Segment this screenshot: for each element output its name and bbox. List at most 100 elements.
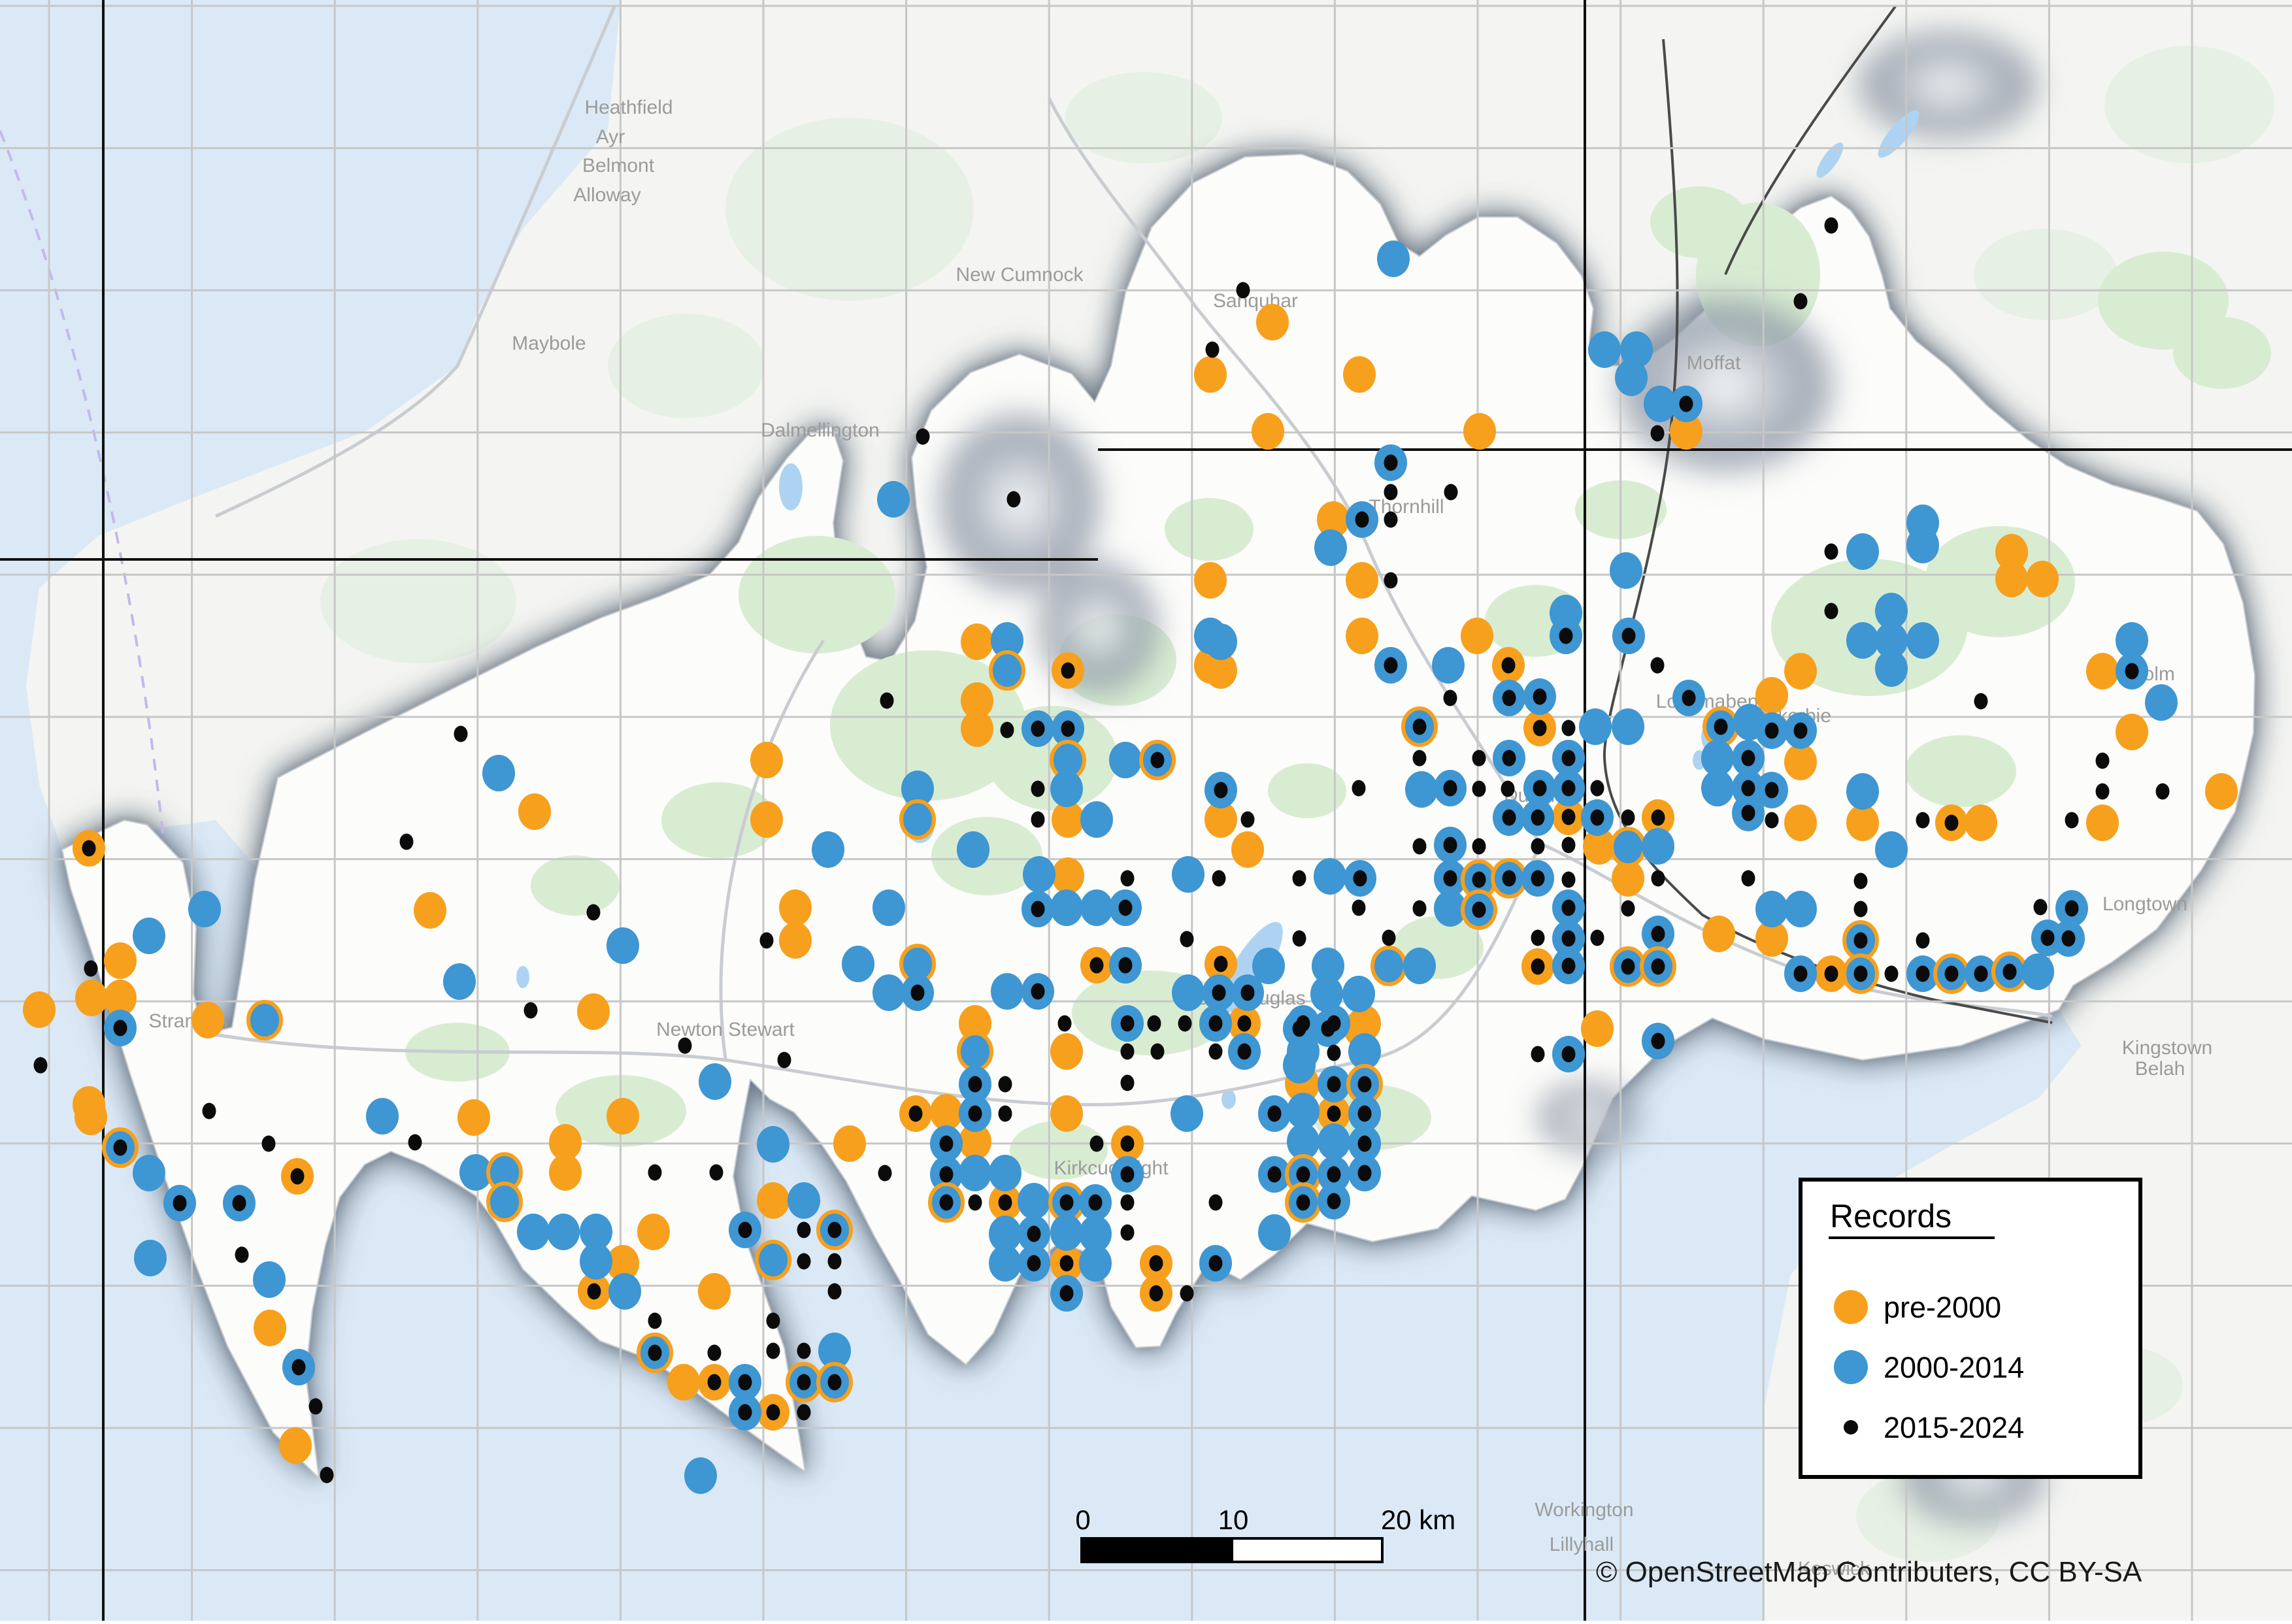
record-dot-2015-2024 [1531, 870, 1545, 887]
place-label-thornhill: Thornhill [1369, 496, 1444, 518]
record-dot-2015-2024 [1443, 870, 1457, 887]
record-dot-2015-2024 [1120, 870, 1135, 887]
record-dot-2015-2024 [1027, 1225, 1041, 1242]
record-dot-2015-2024 [998, 1194, 1012, 1211]
record-dot-2015-2024 [2033, 899, 2048, 916]
record-dot-2015-2024 [290, 1168, 305, 1185]
record-dot-2015-2024 [1000, 721, 1014, 738]
record-dot-2015-2024 [1443, 689, 1457, 706]
record-dot-2000-2014 [788, 1182, 820, 1219]
record-dot-2015-2024 [1208, 1043, 1223, 1060]
record-dot-2015-2024 [1412, 750, 1427, 767]
record-dot-2015-2024 [1621, 900, 1635, 917]
record-dot-2015-2024 [1384, 484, 1398, 501]
record-dot-2000-2014 [1258, 1214, 1291, 1251]
record-dot-2000-2014 [606, 927, 639, 964]
record-dot-pre2000 [961, 682, 993, 719]
record-dot-2015-2024 [1357, 1076, 1372, 1093]
record-dot-2015-2024 [777, 1052, 791, 1069]
record-dot-2015-2024 [1296, 1166, 1310, 1183]
record-dot-2000-2014 [1314, 858, 1346, 895]
record-dot-2015-2024 [1088, 1194, 1103, 1211]
place-label-lillyhall: Lillyhall [1550, 1534, 1614, 1555]
record-dot-pre2000 [833, 1125, 866, 1162]
record-dot-2015-2024 [1974, 693, 1988, 710]
record-dot-2015-2024 [1974, 965, 1988, 982]
record-dot-2015-2024 [1031, 720, 1045, 737]
record-dot-2015-2024 [1118, 957, 1133, 974]
record-dot-2015-2024 [1651, 809, 1665, 826]
record-dot-2015-2024 [1561, 957, 1576, 974]
record-dot-pre2000 [1784, 804, 1817, 841]
record-dot-2000-2014 [1784, 891, 1817, 927]
record-dot-2015-2024 [1561, 808, 1576, 825]
place-label-belah: Belah [2135, 1058, 2185, 1080]
scale-bar-black-segment [1080, 1537, 1233, 1563]
record-dot-2015-2024 [202, 1102, 216, 1119]
record-dot-2000-2014 [812, 831, 844, 868]
record-dot-pre2000 [2205, 773, 2238, 810]
record-dot-pre2000 [1846, 804, 1879, 841]
record-dot-2015-2024 [1412, 900, 1427, 917]
record-dot-2015-2024 [738, 1221, 752, 1238]
record-dot-2015-2024 [1089, 1135, 1104, 1152]
record-dot-2015-2024 [1621, 958, 1635, 975]
record-dot-2015-2024 [235, 1246, 249, 1263]
record-dot-2000-2014 [459, 1154, 492, 1191]
record-dot-2015-2024 [1502, 809, 1516, 826]
record-dot-2015-2024 [939, 1135, 954, 1152]
record-dot-pre2000 [75, 980, 108, 1016]
record-dot-2015-2024 [1590, 929, 1604, 946]
record-dot-2000-2014 [1310, 976, 1343, 1012]
record-dot-pre2000 [1204, 801, 1237, 838]
record-dot-2015-2024 [586, 904, 601, 921]
record-dot-2015-2024 [261, 1135, 276, 1152]
record-dot-pre2000 [1702, 916, 1735, 952]
record-dot-2015-2024 [2125, 663, 2139, 680]
record-dot-pre2000 [1050, 1033, 1083, 1070]
record-dot-pre2000 [2086, 653, 2119, 689]
record-dot-pre2000 [75, 1099, 107, 1135]
record-dot-2015-2024 [880, 692, 894, 709]
record-dot-2000-2014 [1287, 1033, 1320, 1070]
record-dot-pre2000 [1052, 801, 1084, 838]
record-dot-2015-2024 [1621, 627, 1636, 644]
record-dot-2000-2014 [1370, 946, 1407, 986]
record-dot-2015-2024 [1472, 901, 1486, 918]
legend: Records pre-2000 2000-2014 2015-2024 [1799, 1178, 2142, 1479]
record-dot-pre2000 [1194, 356, 1227, 393]
record-dot-2000-2014 [1906, 505, 1939, 541]
record-dot-2015-2024 [707, 1374, 722, 1391]
record-dot-2015-2024 [1561, 780, 1576, 797]
record-dot-2015-2024 [1352, 899, 1366, 916]
record-dot-2015-2024 [1590, 780, 1604, 797]
record-dot-2015-2024 [1149, 1255, 1163, 1272]
record-dot-2015-2024 [1472, 780, 1486, 797]
record-dot-2000-2014 [1875, 622, 1908, 659]
record-dot-pre2000 [637, 1214, 670, 1250]
record-dot-2015-2024 [1650, 657, 1665, 674]
record-dot-2000-2014 [957, 1031, 993, 1072]
record-dot-2015-2024 [1884, 965, 1899, 982]
record-dot-2000-2014 [1080, 801, 1113, 838]
record-dot-2015-2024 [1501, 780, 1515, 797]
record-dot-2000-2014 [755, 1240, 791, 1280]
record-dot-2015-2024 [1561, 720, 1576, 737]
record-dot-2000-2014 [989, 650, 1025, 691]
record-dot-2015-2024 [84, 960, 98, 977]
record-dot-2015-2024 [1443, 780, 1457, 797]
record-dot-2000-2014 [2145, 684, 2178, 721]
record-dot-2015-2024 [1765, 782, 1779, 799]
record-dot-2000-2014 [1610, 827, 1646, 867]
record-dot-2015-2024 [968, 1105, 982, 1122]
record-dot-pre2000 [1583, 828, 1616, 865]
record-dot-pre2000 [961, 623, 993, 660]
record-dot-2000-2014 [1172, 974, 1204, 1011]
record-dot-2015-2024 [1472, 871, 1486, 888]
record-dot-2015-2024 [797, 1342, 811, 1359]
record-dot-2000-2014 [1018, 1183, 1050, 1219]
record-dot-2015-2024 [1853, 965, 1868, 982]
record-dot-2015-2024 [2095, 752, 2110, 769]
record-dot-pre2000 [1755, 920, 1788, 957]
